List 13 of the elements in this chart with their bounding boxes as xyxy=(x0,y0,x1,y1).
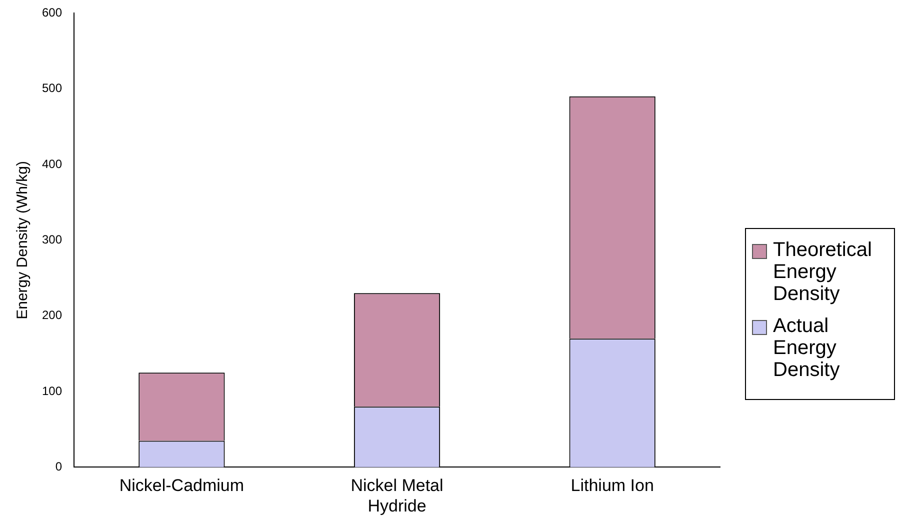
x-tick-label: Lithium Ion xyxy=(570,476,654,496)
x-tick-label: Nickel Metal Hydride xyxy=(350,476,444,516)
y-axis-title: Energy Density (Wh/kg) xyxy=(14,161,32,320)
y-tick-label: 400 xyxy=(42,156,62,171)
y-tick-label: 0 xyxy=(55,460,62,474)
legend-label: Actual Energy Density xyxy=(773,315,841,381)
y-tick-label: 600 xyxy=(42,6,62,20)
y-tick-label: 300 xyxy=(42,232,62,247)
y-tick-label: 500 xyxy=(42,81,62,96)
y-tick-label: 200 xyxy=(42,308,62,322)
x-tick-label: Nickel-Cadmium xyxy=(119,476,244,496)
y-tick-label: 100 xyxy=(42,384,62,398)
legend-label: Theoretical Energy Density xyxy=(773,239,873,305)
